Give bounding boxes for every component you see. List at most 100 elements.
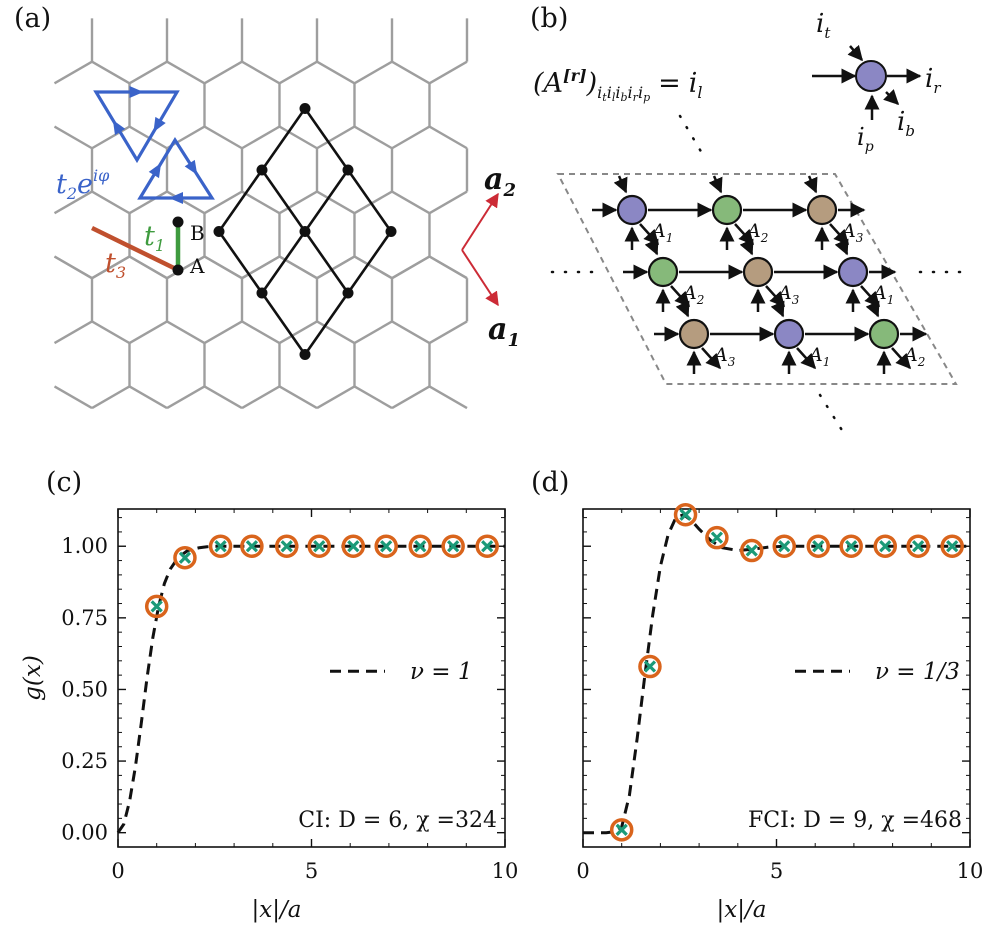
t2-arrow — [129, 86, 144, 98]
site-a-label: A — [189, 254, 205, 278]
cross-marker — [280, 540, 293, 553]
honeycomb-bond — [128, 385, 168, 410]
tn-top-leg — [770, 299, 785, 318]
honeycomb-bond — [428, 125, 468, 150]
cross-marker — [879, 540, 892, 553]
t2-triangle — [93, 90, 180, 164]
tensor-label: A2 — [745, 220, 768, 245]
circle-marker — [772, 534, 796, 558]
lattice-site — [342, 164, 354, 176]
panel-annotation: CI: D = 6, χ =324 — [298, 808, 497, 833]
honeycomb-bond — [391, 385, 431, 410]
honeycomb-bond — [128, 125, 168, 150]
circle-marker — [208, 534, 233, 558]
t2-triangle — [137, 136, 215, 200]
rhombus-bond — [260, 230, 307, 294]
single-tensor-diagram: it ir ib ip — [812, 9, 941, 155]
cross-marker — [812, 540, 825, 553]
honeycomb-bond — [428, 255, 468, 280]
tn-top-leg — [708, 175, 723, 194]
circle-marker — [940, 534, 964, 558]
honeycomb-bond — [353, 385, 393, 410]
tensor-network: A1 A2 A3 A2 A3 A1 A3 A1 A2 — [550, 114, 962, 437]
panel-label-a: (a) — [14, 3, 51, 34]
rhombus-bond — [303, 230, 350, 294]
honeycomb-bond — [391, 60, 431, 85]
honeycomb-bond — [428, 190, 468, 215]
honeycomb-bond — [316, 190, 356, 215]
t2-label: t2eiφ — [56, 166, 110, 203]
rhombus-lattice — [213, 103, 397, 360]
vector-a2-arrow — [461, 192, 499, 251]
tensor-label: A2 — [902, 344, 925, 369]
honeycomb-bond — [53, 125, 93, 150]
honeycomb-bond — [278, 320, 318, 345]
honeycomb-bond — [278, 60, 318, 85]
tensor-node — [711, 194, 743, 226]
tn-top-leg — [613, 175, 628, 194]
circle-marker — [374, 534, 398, 558]
lattice-site — [256, 287, 268, 299]
honeycomb-bond — [241, 60, 281, 85]
circle-marker — [673, 502, 698, 527]
honeycomb-bond — [316, 125, 356, 150]
tensor-node — [868, 318, 900, 350]
lattice-site — [213, 226, 225, 237]
honeycomb-bond — [353, 125, 393, 150]
x-tick-label: 5 — [305, 859, 318, 883]
honeycomb-bond — [128, 190, 168, 215]
y-tick-label: 1.00 — [61, 534, 108, 558]
x-axis-title: |x|/a — [717, 897, 767, 923]
honeycomb-bond — [53, 385, 93, 410]
honeycomb-bond — [428, 60, 468, 85]
honeycomb-bond — [203, 60, 243, 85]
y-axis-title: g(x) — [20, 655, 46, 701]
honeycomb-bond — [203, 255, 243, 280]
cross-marker — [447, 540, 460, 553]
lattice-site — [256, 164, 268, 176]
site-b-label: B — [190, 221, 205, 245]
y-tick-label: 0.00 — [61, 821, 108, 845]
panel-a: (a) t2eiφ t1 t3 B A a2 a1 — [14, 3, 520, 410]
leg-ip-label: ip — [857, 123, 874, 155]
tn-bottom-leg — [796, 347, 817, 370]
y-tick-label: 0.75 — [61, 606, 108, 630]
x-tick-label: 10 — [957, 859, 984, 883]
lattice-site — [385, 226, 397, 237]
panel-label-d: (d) — [531, 467, 569, 498]
tn-top-leg — [865, 299, 880, 318]
honeycomb-bond — [278, 385, 318, 410]
hopping-diagram — [91, 86, 215, 276]
honeycomb-bond — [91, 320, 131, 345]
honeycomb-bond — [241, 125, 281, 150]
leg-ir-label: ir — [925, 64, 941, 97]
rhombus-bond — [217, 230, 264, 294]
honeycomb-bond — [203, 385, 243, 410]
chart-d: 0 5 10 |x|/a ν = 1/3 FCI: D = 9, χ =468 — [576, 502, 984, 923]
tensor-node — [837, 256, 869, 288]
rhombus-bond — [303, 107, 350, 171]
x-axis-title: |x|/a — [252, 897, 302, 923]
honeycomb-bond — [353, 60, 393, 85]
honeycomb-bond — [428, 320, 468, 345]
circle-marker — [906, 534, 930, 558]
rhombus-bond — [260, 107, 307, 171]
lattice-site — [299, 226, 311, 237]
panel-label-c: (c) — [46, 467, 82, 498]
honeycomb-bond — [53, 320, 93, 345]
tensor-label: A3 — [776, 282, 800, 307]
cross-marker — [313, 540, 326, 553]
honeycomb-bond — [316, 255, 356, 280]
honeycomb-bond — [166, 190, 206, 215]
rhombus-bond — [346, 230, 393, 294]
t3-bond — [91, 225, 179, 273]
cross-marker — [347, 540, 360, 553]
unit-cell-boundary — [556, 173, 958, 385]
cross-marker — [178, 551, 192, 564]
honeycomb-bond — [391, 255, 431, 280]
panel-d: (d) 0 5 10 |x|/a ν = 1/3 FCI: D = 9, χ =468 — [531, 467, 983, 923]
rhombus-bond — [217, 169, 264, 233]
panel-label-b: (b) — [530, 3, 568, 34]
honeycomb-bond — [166, 255, 206, 280]
